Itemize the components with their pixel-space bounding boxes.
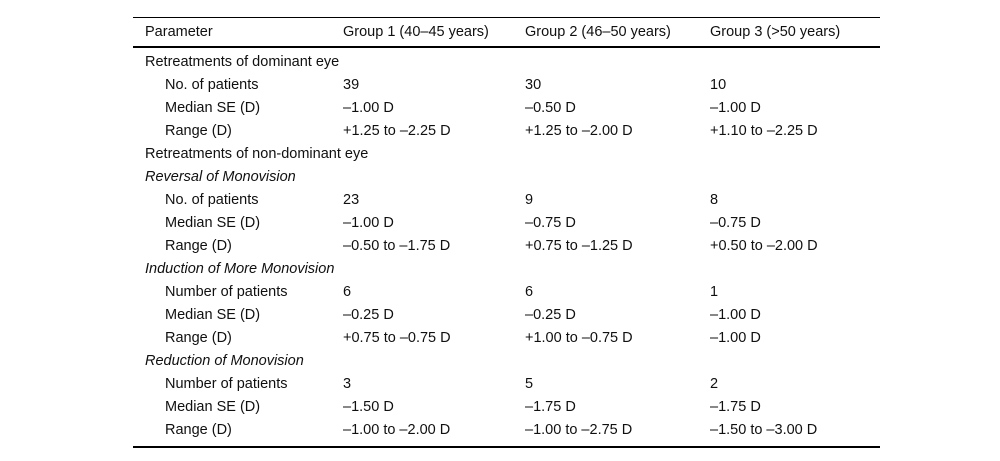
table-row: Number of patients 3 5 2 [133,372,880,395]
cell: +0.75 to –0.75 D [343,329,451,346]
table-row: Range (D) –0.50 to –1.75 D +0.75 to –1.2… [133,234,880,257]
cell: +0.50 to –2.00 D [710,237,818,254]
row-label: Number of patients [165,375,288,392]
column-header-group3: Group 3 (>50 years) [710,24,841,40]
table-row: Range (D) –1.00 to –2.00 D –1.00 to –2.7… [133,418,880,441]
cell: 6 [525,283,534,300]
row-label: No. of patients [165,76,259,93]
cell: 9 [525,191,534,208]
cell: 5 [525,375,534,392]
row-label: Range (D) [165,237,232,254]
row-label: Retreatments of dominant eye [145,53,340,70]
table-header-row: Parameter Group 1 (40–45 years) Group 2 … [133,18,880,48]
row-label: Median SE (D) [165,99,261,116]
row-label: Range (D) [165,421,232,438]
row-label: Range (D) [165,122,232,139]
cell: 3 [343,375,352,392]
cell: –1.00 to –2.75 D [525,421,633,438]
cell: –1.00 D [710,99,761,116]
cell: –1.75 D [710,398,761,415]
cell: –0.75 D [525,214,576,231]
cell: –0.50 to –1.75 D [343,237,451,254]
cell: 30 [525,76,542,93]
cell: 1 [710,283,719,300]
table-body: Retreatments of dominant eye No. of pati… [133,48,880,446]
row-label: Reduction of Monovision [145,352,304,369]
table-row-subsection: Induction of More Monovision [133,257,880,280]
retreatment-parameters-table: Parameter Group 1 (40–45 years) Group 2 … [133,17,880,448]
table-row-subsection: Reversal of Monovision [133,165,880,188]
table-row: Median SE (D) –1.50 D –1.75 D –1.75 D [133,395,880,418]
row-label: Median SE (D) [165,214,261,231]
row-label: Range (D) [165,329,232,346]
cell: –1.00 D [710,329,761,346]
cell: +1.25 to –2.00 D [525,122,633,139]
table-row: No. of patients 39 30 10 [133,73,880,96]
column-header-group1: Group 1 (40–45 years) [343,24,489,40]
table-row: Median SE (D) –0.25 D –0.25 D –1.00 D [133,303,880,326]
cell: –1.00 D [710,306,761,323]
cell: –1.50 D [343,398,394,415]
table-row: Range (D) +1.25 to –2.25 D +1.25 to –2.0… [133,119,880,142]
table-row: Range (D) +0.75 to –0.75 D +1.00 to –0.7… [133,326,880,349]
cell: –0.75 D [710,214,761,231]
row-label: No. of patients [165,191,259,208]
cell: +0.75 to –1.25 D [525,237,633,254]
cell: –1.00 D [343,214,394,231]
cell: +1.25 to –2.25 D [343,122,451,139]
row-label: Induction of More Monovision [145,260,335,277]
table-row-subsection: Reduction of Monovision [133,349,880,372]
table-row: No. of patients 23 9 8 [133,188,880,211]
row-label: Number of patients [165,283,288,300]
table-row-section: Retreatments of non-dominant eye [133,142,880,165]
cell: +1.10 to –2.25 D [710,122,818,139]
row-label: Retreatments of non-dominant eye [145,145,369,162]
cell: +1.00 to –0.75 D [525,329,633,346]
cell: –0.25 D [525,306,576,323]
table-row-section: Retreatments of dominant eye [133,50,880,73]
table-row: Number of patients 6 6 1 [133,280,880,303]
cell: –0.50 D [525,99,576,116]
cell: 8 [710,191,719,208]
cell: 39 [343,76,360,93]
cell: –1.00 D [343,99,394,116]
cell: –1.50 to –3.00 D [710,421,818,438]
cell: –1.00 to –2.00 D [343,421,451,438]
column-header-parameter: Parameter [145,24,213,40]
column-header-group2: Group 2 (46–50 years) [525,24,671,40]
cell: –0.25 D [343,306,394,323]
row-label: Median SE (D) [165,306,261,323]
table-row: Median SE (D) –1.00 D –0.75 D –0.75 D [133,211,880,234]
cell: 2 [710,375,719,392]
table-row: Median SE (D) –1.00 D –0.50 D –1.00 D [133,96,880,119]
cell: 23 [343,191,360,208]
cell: –1.75 D [525,398,576,415]
cell: 10 [710,76,727,93]
row-label: Median SE (D) [165,398,261,415]
row-label: Reversal of Monovision [145,168,296,185]
cell: 6 [343,283,352,300]
